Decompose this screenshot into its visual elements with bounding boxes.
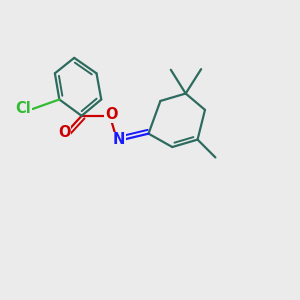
Text: O: O — [105, 107, 118, 122]
Text: Cl: Cl — [15, 100, 31, 116]
Text: N: N — [112, 132, 125, 147]
Text: O: O — [58, 125, 70, 140]
